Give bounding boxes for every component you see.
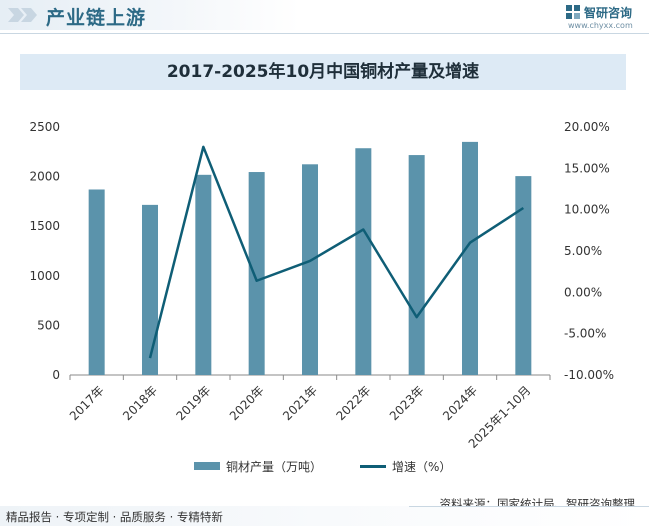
header-banner [0,0,300,30]
legend-bar-swatch [194,462,220,470]
x-tick-label: 2019年 [173,383,213,423]
x-tick-label: 2021年 [280,383,320,423]
combo-chart: 0 500 1000 1500 2000 2500 -10.00% -5.00% 0.00% 5.… [29,120,614,451]
y-left-tick-label: 1000 [29,269,60,283]
bar [515,176,532,375]
y-left-tick-label: 2000 [29,170,60,184]
y-right-tick-label: 10.00% [564,203,610,217]
y-left-tick-label: 500 [37,318,60,332]
y-right-tick-label: 15.00% [564,161,610,175]
x-tick-label: 2017年 [67,383,107,423]
brand-logo: 智研咨询 www.chyxx.com [566,4,646,32]
x-tick-label: 2018年 [120,383,160,423]
y-right-tick-label: -10.00% [564,368,614,382]
double-chevron-icon [8,8,37,22]
bar [88,189,105,375]
y-right-tick-label: 5.00% [564,244,602,258]
bar [195,174,212,375]
x-tick-label: 2023年 [387,383,427,423]
page-header: 产业链上游 智研咨询 www.chyxx.com [0,0,649,34]
section-title: 产业链上游 [46,7,147,29]
y-right-tick-label: -5.00% [564,327,606,341]
growth-line [148,145,525,359]
brand-mark-icon [566,5,580,19]
page-footer: 精品报告 · 专项定制 · 品质服务 · 专精特新 [0,506,649,526]
header-divider [0,33,649,34]
legend-line-label: 增速（%） [392,459,452,474]
y-left-tick-label: 2500 [29,120,60,134]
bar [408,155,425,375]
bar [248,172,265,375]
legend-item-bar: 铜材产量（万吨） [194,456,322,476]
bar [142,204,158,375]
chart-title-band: 2017-2025年10月中国铜材产量及增速 [20,54,626,90]
legend-line-swatch [360,464,386,468]
y-left-tick-label: 1500 [29,219,60,233]
chart-title: 2017-2025年10月中国铜材产量及增速 [166,62,480,82]
bar [302,164,318,375]
brand-url: www.chyxx.com [568,21,633,30]
x-tick-label: 2024年 [440,383,480,423]
bar [462,141,478,375]
y-right-tick-label: 20.00% [564,120,610,134]
y-left-tick-label: 0 [52,368,60,382]
footer-divider [409,506,649,507]
legend-item-line: 增速（%） [360,456,451,476]
footer-banner [0,506,649,526]
chart-legend: 铜材产量（万吨） 增速（%） [0,456,649,476]
bar [355,148,372,375]
brand-name: 智研咨询 [584,6,633,20]
x-tick-label: 2020年 [227,383,267,423]
x-tick-label: 2022年 [333,383,373,423]
footer-tagline: 精品报告 · 专项定制 · 品质服务 · 专精特新 [6,510,223,524]
legend-bar-label: 铜材产量（万吨） [226,459,323,474]
y-right-tick-label: 0.00% [564,285,602,299]
